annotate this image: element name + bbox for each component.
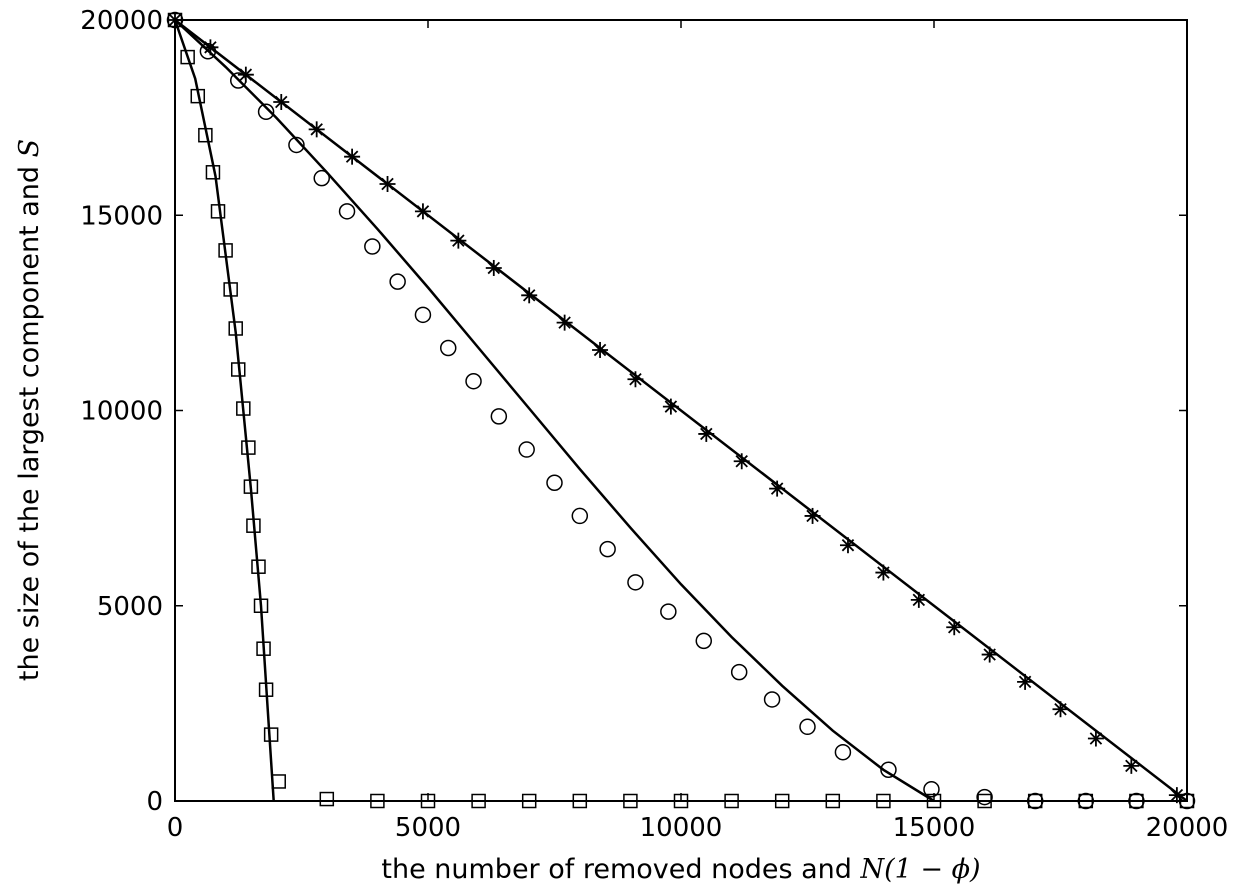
circle-point [288,136,305,154]
star-point [769,480,786,497]
x-tick-label: 20000 [1146,813,1229,843]
circle-point [627,574,644,591]
star-point [1087,730,1104,747]
square-point [253,598,269,613]
star-point [946,619,963,636]
circle-point [834,743,852,761]
x-axis-label-math: N(1 − ϕ) [860,854,981,885]
star-point [379,176,396,193]
square-point [246,518,261,533]
square-point [243,479,259,494]
x-tick-label: 5000 [395,813,461,843]
circle-point [230,72,247,89]
star-point [237,66,254,83]
square-point [210,204,226,219]
square-point [258,682,274,697]
circle-point [414,306,432,324]
y-tick-label: 20000 [80,6,163,36]
circle-point [923,781,940,798]
square-point [319,791,335,807]
fit-curve-0 [174,19,1188,802]
square-point [198,127,213,143]
star-point [521,287,538,304]
x-tick-label: 0 [167,813,184,843]
circle-point [439,339,457,357]
fit-curve-1 [174,19,935,803]
circle-point [763,691,781,708]
square-point [271,774,286,789]
circle-point [257,103,275,121]
circle-point [799,718,816,736]
star-point [273,94,290,111]
star-point [1123,757,1140,774]
star-point [627,371,644,388]
star-point [592,341,609,358]
circle-point [364,238,381,255]
circle-point [880,761,897,779]
y-tick-label: 15000 [80,201,163,231]
star-point [733,453,750,470]
star-point [839,537,856,554]
square-point [180,49,195,65]
y-axis-label: the size of the largest component and S [14,139,45,681]
star-point [556,314,573,331]
square-point [263,727,279,742]
square-point [205,165,221,180]
circle-point [199,42,217,60]
square-point [251,559,266,574]
star-point [202,39,219,56]
star-point [662,398,679,415]
star-point [875,564,892,581]
star-point [450,232,467,249]
x-tick-label: 15000 [893,813,976,843]
circle-point [465,372,482,390]
star-point [804,507,821,524]
circle-point [389,273,406,290]
circle-point [599,540,616,558]
circle-point [571,507,589,525]
x-axis-label: the number of removed nodes and N(1 − ϕ) [381,854,980,885]
square-point [228,321,243,336]
star-point [981,646,998,663]
circle-point [518,441,535,458]
y-tick-label: 0 [146,787,163,817]
star-point [414,203,431,220]
fit-curve-2 [173,19,275,802]
star-point [308,121,325,138]
y-axis-label-math: S [14,139,45,158]
square-point [241,440,256,455]
circle-point [546,474,563,491]
y-tick-label: 10000 [80,397,163,427]
circle-point [313,169,330,187]
circle-point [730,663,748,681]
y-tick-label: 5000 [97,592,163,622]
circle-point [976,788,993,806]
square-point [218,243,233,258]
circle-point [695,632,713,650]
star-point [910,591,927,608]
square-point [236,401,251,416]
star-point [1017,673,1034,690]
square-point [256,641,271,656]
circle-point [660,603,677,620]
star-point [344,148,361,165]
square-point [223,282,238,297]
circle-point [338,203,356,220]
star-point [698,425,715,442]
star-point [1052,701,1069,718]
star-point [485,259,502,276]
square-point [231,362,246,377]
square-point [190,88,206,104]
circle-point [490,408,508,425]
x-tick-label: 10000 [640,813,723,843]
